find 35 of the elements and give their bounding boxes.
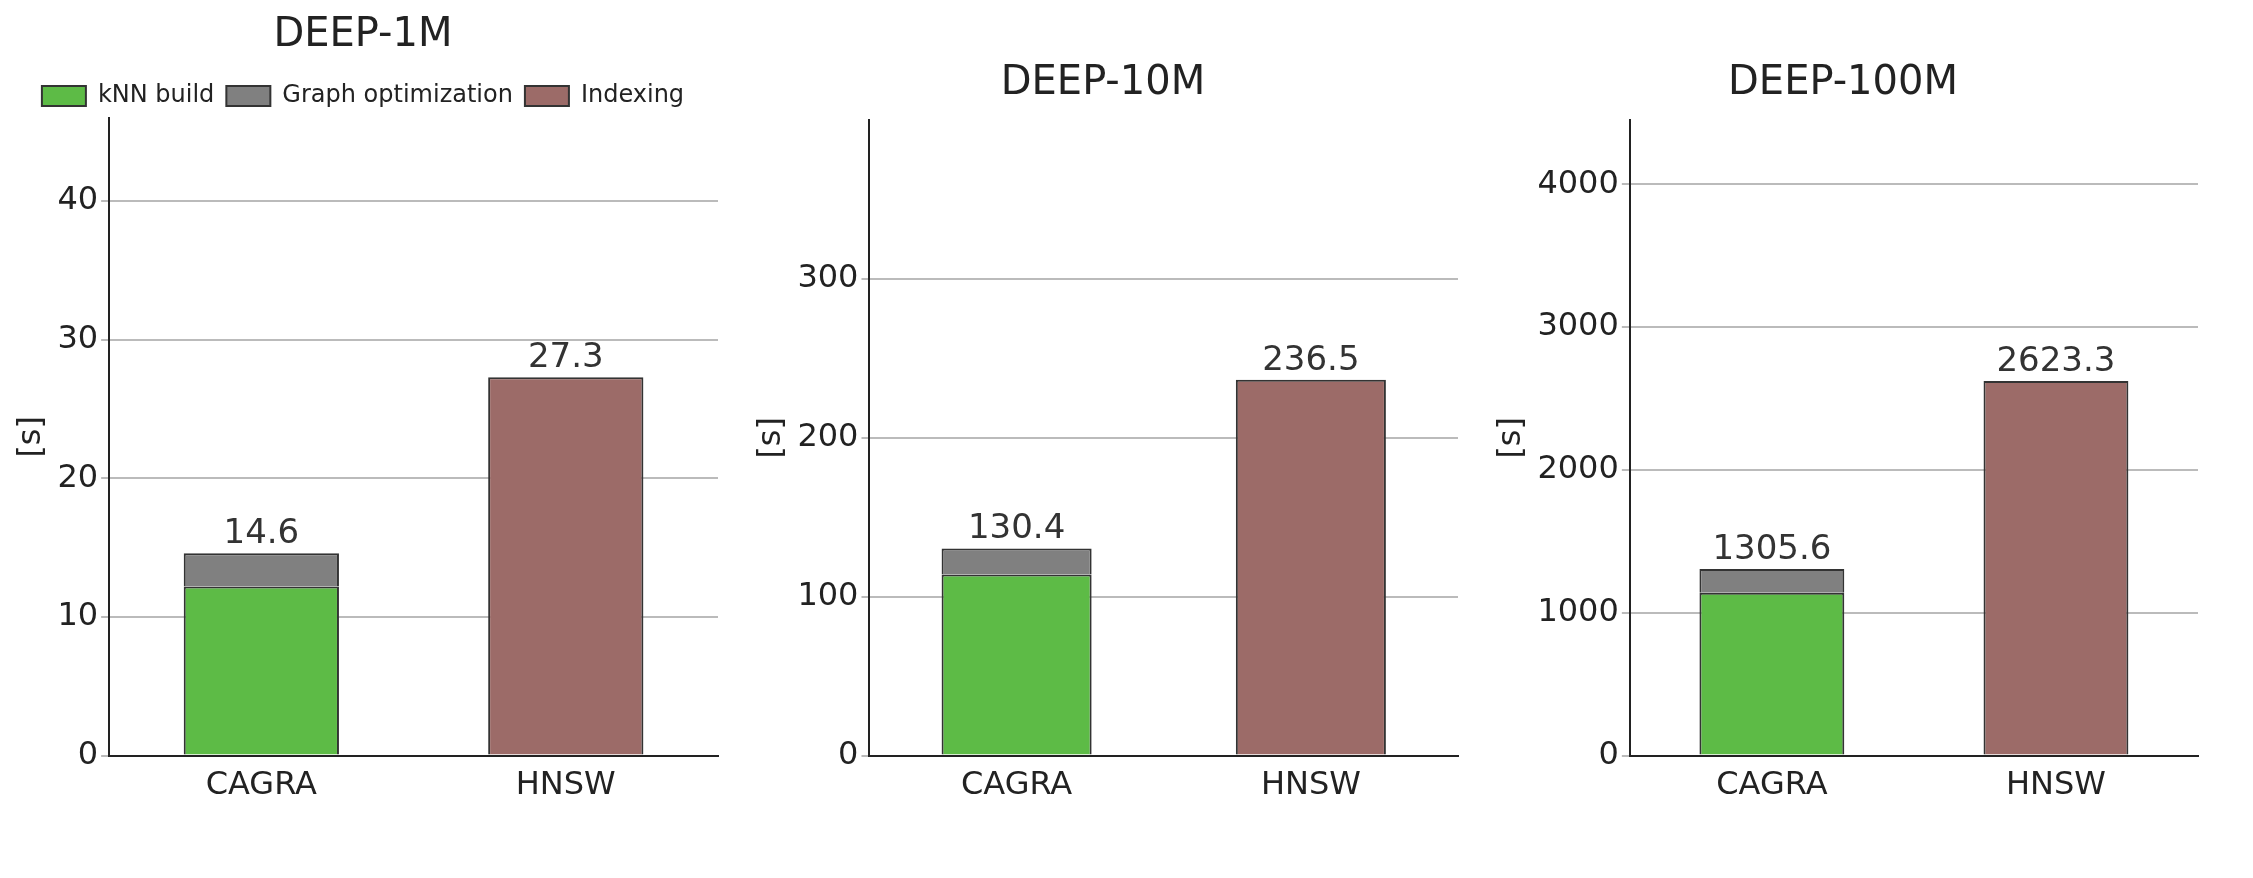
total-label: 2623.3 <box>1996 338 2116 379</box>
y-tick-label: 100 <box>797 575 859 614</box>
x-tick-label: HNSW <box>515 764 616 803</box>
chart-title: DEEP-1M <box>273 9 453 56</box>
y-tick-label: 0 <box>77 733 99 772</box>
chart-title: DEEP-10M <box>1000 57 1206 104</box>
x-tick-label: HNSW <box>2005 764 2106 803</box>
legend-label: kNN build <box>97 80 215 109</box>
total-label: 130.4 <box>967 506 1066 547</box>
y-axis-title: [s] <box>749 416 788 459</box>
y-tick-label: 40 <box>57 179 99 218</box>
x-tick-label: HNSW <box>1260 764 1361 803</box>
chart-title: DEEP-100M <box>1728 57 1958 104</box>
y-tick-label: 0 <box>1598 733 1619 772</box>
y-axis-title: [s] <box>1489 416 1528 459</box>
total-label: 14.6 <box>223 511 300 552</box>
legend-label: Indexing <box>580 80 685 109</box>
y-tick-label: 0 <box>838 733 859 772</box>
legend-label: Graph optimization <box>282 80 513 109</box>
total-label: 27.3 <box>527 335 604 376</box>
y-tick-label: 300 <box>797 257 859 296</box>
x-tick-label: CAGRA <box>960 764 1073 803</box>
y-tick-label: 200 <box>797 416 859 455</box>
y-tick-label: 2000 <box>1537 448 1619 487</box>
y-tick-label: 30 <box>57 318 99 357</box>
x-tick-label: CAGRA <box>1716 764 1828 803</box>
y-tick-label: 3000 <box>1537 305 1619 344</box>
y-tick-label: 1000 <box>1537 591 1619 630</box>
y-tick-label: 10 <box>57 595 99 634</box>
y-tick-label: 20 <box>57 456 99 495</box>
total-label: 1305.6 <box>1712 526 1832 567</box>
total-label: 236.5 <box>1262 337 1360 378</box>
y-tick-label: 4000 <box>1537 162 1619 201</box>
y-axis-title: [s] <box>9 415 48 458</box>
x-tick-label: CAGRA <box>205 764 318 803</box>
